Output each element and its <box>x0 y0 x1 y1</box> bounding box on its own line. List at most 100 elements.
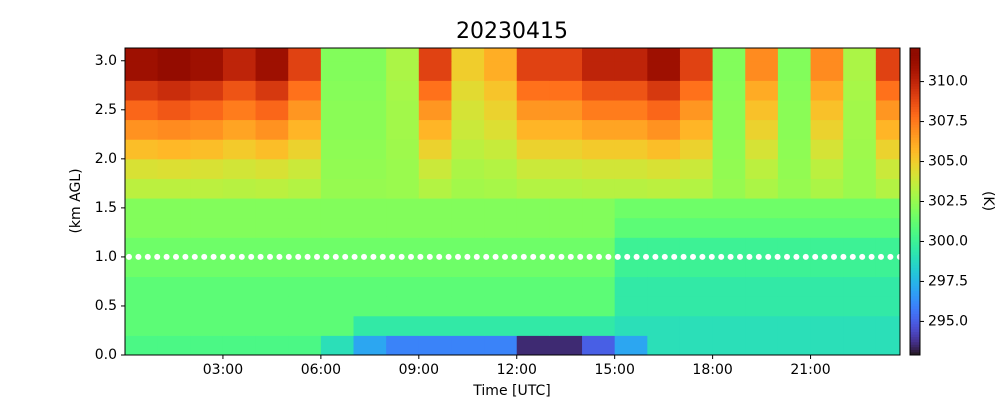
heatmap-cell <box>843 335 877 355</box>
heatmap-cell <box>516 276 550 297</box>
colorbar-swatch <box>910 191 920 195</box>
colorbar-swatch <box>910 349 920 353</box>
heatmap-cell <box>190 139 224 160</box>
heatmap-cell <box>875 217 900 238</box>
heatmap-cell <box>712 315 746 336</box>
heatmap-cell <box>190 119 224 140</box>
colorbar-swatch <box>910 221 920 226</box>
colorbar-swatch <box>910 270 920 274</box>
heatmap-cell <box>418 276 452 297</box>
heatmap-cell <box>484 296 518 317</box>
y-tick-label: 1.0 <box>95 249 117 265</box>
heatmap-cell <box>190 276 224 297</box>
heatmap-cell <box>386 99 420 121</box>
heatmap-cell <box>222 139 257 160</box>
heatmap-cell <box>484 80 518 101</box>
heatmap-cell <box>777 60 812 81</box>
heatmap-cell <box>647 237 681 258</box>
heatmap-cell <box>875 158 900 179</box>
colorbar-swatch <box>910 48 920 52</box>
heatmap-cell <box>647 315 681 336</box>
heatmap-cell <box>125 99 159 121</box>
heatmap-cell <box>222 158 257 179</box>
heatmap-cell <box>157 60 191 81</box>
colorbar-swatch <box>910 196 920 200</box>
heatmap-cell <box>288 139 322 160</box>
heatmap-cell <box>549 237 583 258</box>
heatmap-cell <box>679 139 714 160</box>
colorbar-tick-label: 295.0 <box>928 313 968 329</box>
x-tick-label: 12:00 <box>497 362 537 378</box>
heatmap-cell <box>875 178 900 199</box>
colorbar-tick-label: 302.5 <box>928 194 968 210</box>
colorbar-swatch <box>910 163 920 167</box>
colorbar-swatch <box>910 334 920 338</box>
colorbar-swatch <box>910 209 920 213</box>
heatmap-cell <box>320 256 355 278</box>
heatmap-cell <box>843 217 877 238</box>
heatmap-cell <box>288 296 322 317</box>
heatmap-cell <box>418 158 452 179</box>
heatmap-cell <box>484 276 518 297</box>
heatmap-cell <box>810 315 844 336</box>
heatmap-cell <box>712 198 746 219</box>
colorbar-swatch <box>910 321 920 325</box>
colorbar-swatch <box>910 306 920 310</box>
heatmap-cell <box>418 217 452 238</box>
heatmap-cell <box>386 80 420 101</box>
heatmap-cell <box>614 315 648 336</box>
colorbar-swatch <box>910 275 920 279</box>
colorbar-swatch <box>910 60 920 64</box>
heatmap-cell <box>582 60 616 81</box>
colorbar-swatch <box>910 101 920 105</box>
colorbar-swatch <box>910 260 920 264</box>
heatmap-cell <box>582 335 616 355</box>
heatmap-cell <box>843 60 877 81</box>
colorbar-swatch <box>910 278 920 282</box>
heatmap-cell <box>582 99 616 121</box>
colorbar-swatch <box>910 122 920 126</box>
heatmap-cell <box>320 139 355 160</box>
colorbar-swatch <box>910 232 920 236</box>
heatmap-cell <box>157 198 191 219</box>
heatmap-cell <box>582 139 616 160</box>
heatmap-cell <box>843 256 877 278</box>
colorbar-swatch <box>910 81 920 85</box>
heatmap-cell <box>549 139 583 160</box>
heatmap-cell <box>516 256 550 278</box>
chart-title: 20230415 <box>456 19 568 44</box>
heatmap-cell <box>190 256 224 278</box>
heatmap-cell <box>125 276 159 297</box>
heatmap-cell <box>549 198 583 219</box>
heatmap-cell <box>125 178 159 199</box>
heatmap-cell <box>320 198 355 219</box>
colorbar-swatch <box>910 255 920 259</box>
colorbar-swatch <box>910 88 920 92</box>
heatmap-cell <box>353 99 387 121</box>
colorbar-swatch <box>910 147 920 151</box>
heatmap-cell <box>222 119 257 140</box>
heatmap-cell <box>190 296 224 317</box>
heatmap-cell <box>190 60 224 81</box>
colorbar-swatch <box>910 55 920 59</box>
heatmap-cell <box>222 276 257 297</box>
heatmap-cell <box>418 198 452 219</box>
y-tick-label: 3.0 <box>95 53 117 69</box>
heatmap-cell <box>810 60 844 81</box>
heatmap-cell <box>255 80 289 101</box>
heatmap-cell <box>386 139 420 160</box>
heatmap-cell <box>549 217 583 238</box>
colorbar-swatch <box>910 283 920 287</box>
heatmap-cell <box>843 80 877 101</box>
heatmap-cell <box>418 178 452 199</box>
heatmap-cell <box>125 296 159 317</box>
heatmap-cell <box>549 178 583 199</box>
heatmap-cell <box>745 178 779 199</box>
heatmap-cell <box>255 276 289 297</box>
heatmap-cell <box>288 119 322 140</box>
heatmap-cell <box>745 315 779 336</box>
heatmap-cell <box>386 119 420 140</box>
heatmap-cell <box>549 296 583 317</box>
heatmap-cell <box>157 296 191 317</box>
heatmap-cell <box>353 198 387 219</box>
